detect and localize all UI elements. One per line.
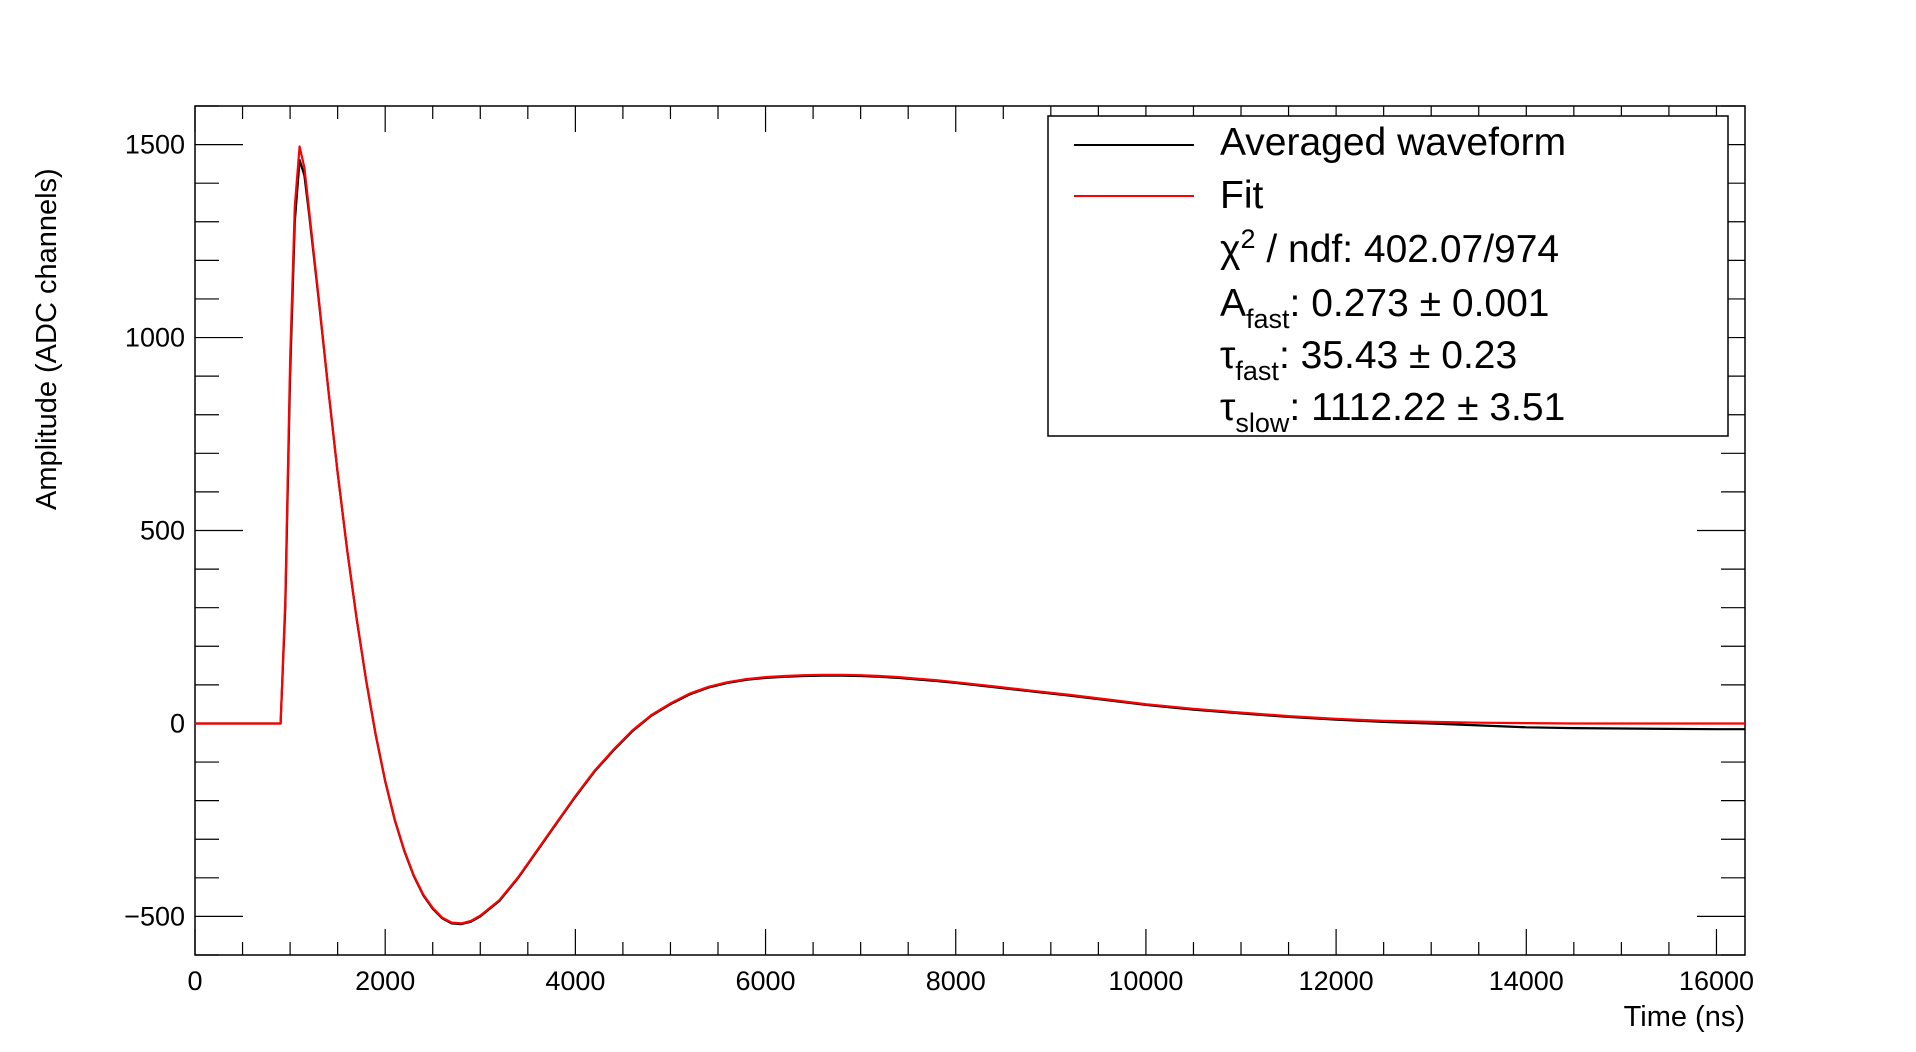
chi-symbol: χ: [1220, 228, 1241, 271]
y-tick-label: 1500: [125, 130, 185, 160]
legend-entry-averaged: Averaged waveform: [1220, 121, 1566, 164]
y-axis-title: Amplitude (ADC channels): [31, 168, 63, 510]
x-tick-label: 8000: [926, 966, 986, 996]
chi-superscript: 2: [1240, 224, 1255, 254]
legend-stat-chi2: χ2 / ndf: 402.07/974: [1220, 224, 1559, 271]
y-tick-label: −500: [124, 901, 185, 931]
x-tick-label: 10000: [1108, 966, 1183, 996]
legend-stat-afast: Afast: 0.273 ± 0.001: [1220, 282, 1549, 334]
series-lines: [195, 145, 1745, 926]
x-tick-label: 16000: [1679, 966, 1754, 996]
x-tick-label: 4000: [545, 966, 605, 996]
x-tick-label: 2000: [355, 966, 415, 996]
x-axis-title: Time (ns): [1624, 1001, 1745, 1033]
taufast-subscript: fast: [1235, 356, 1279, 386]
y-tick-label: 1000: [125, 323, 185, 353]
axes: 0 2000 4000 6000 8000 10000 12000 14000 16000−50…: [124, 105, 1754, 996]
legend-entry-fit: Fit: [1220, 174, 1263, 217]
legend: Averaged waveform Fit χ2 / ndf: 402.07/9…: [1047, 115, 1729, 438]
x-tick-label: 12000: [1299, 966, 1374, 996]
y-tick-label: 0: [170, 708, 185, 738]
tauslow-subscript: slow: [1235, 408, 1290, 438]
legend-stat-taufast: τfast: 35.43 ± 0.23: [1220, 334, 1517, 386]
afast-subscript: fast: [1246, 304, 1290, 334]
taufast-value: : 35.43 ± 0.23: [1279, 334, 1517, 377]
afast-symbol: A: [1220, 282, 1246, 325]
series-line-fit: [195, 145, 1745, 925]
y-tick-label: 500: [140, 516, 185, 546]
x-tick-label: 6000: [736, 966, 796, 996]
chi-value: / ndf: 402.07/974: [1256, 228, 1560, 271]
legend-stat-tauslow: τslow: 1112.22 ± 3.51: [1220, 386, 1565, 438]
x-tick-label: 0: [187, 966, 202, 996]
afast-value: : 0.273 ± 0.001: [1290, 282, 1550, 325]
tauslow-symbol: τ: [1220, 386, 1236, 429]
taufast-symbol: τ: [1220, 334, 1236, 377]
x-tick-label: 14000: [1489, 966, 1564, 996]
legend-frame: [1047, 115, 1729, 437]
tauslow-value: : 1112.22 ± 3.51: [1289, 386, 1565, 429]
